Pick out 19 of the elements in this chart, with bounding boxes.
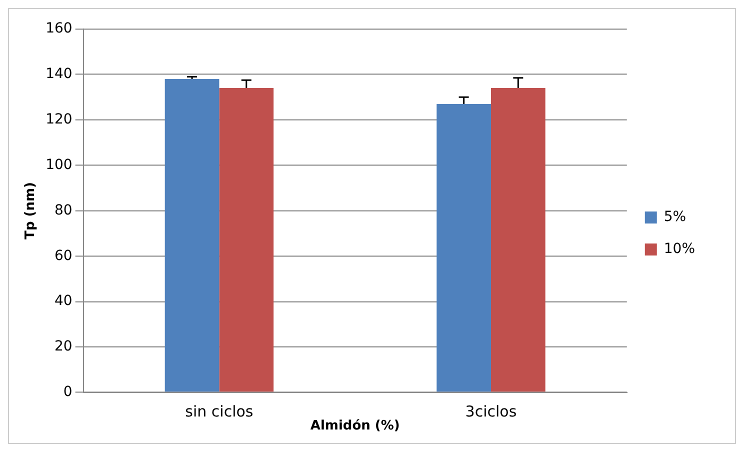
y-tick-label: 120 [46, 111, 72, 128]
x-axis-title: Almidón (%) [310, 418, 400, 434]
bar [164, 78, 220, 392]
x-tick-label: sin ciclos [185, 402, 254, 420]
x-tick-label: 3ciclos [465, 402, 517, 420]
y-tick-label: 160 [46, 20, 72, 37]
bar [436, 104, 491, 392]
legend-label: 10% [664, 241, 696, 258]
y-tick-label: 20 [54, 338, 72, 355]
y-tick-label: 100 [46, 156, 72, 173]
bar [490, 88, 546, 392]
y-tick-label: 60 [54, 248, 72, 264]
y-tick-label: 80 [54, 202, 72, 218]
y-tick-label: 40 [54, 293, 72, 310]
bar [219, 88, 274, 392]
legend-label: 5% [664, 209, 686, 226]
y-tick-label: 140 [46, 66, 72, 82]
y-tick-label: 0 [63, 384, 72, 400]
y-axis-title: Tp (nm) [23, 182, 38, 240]
